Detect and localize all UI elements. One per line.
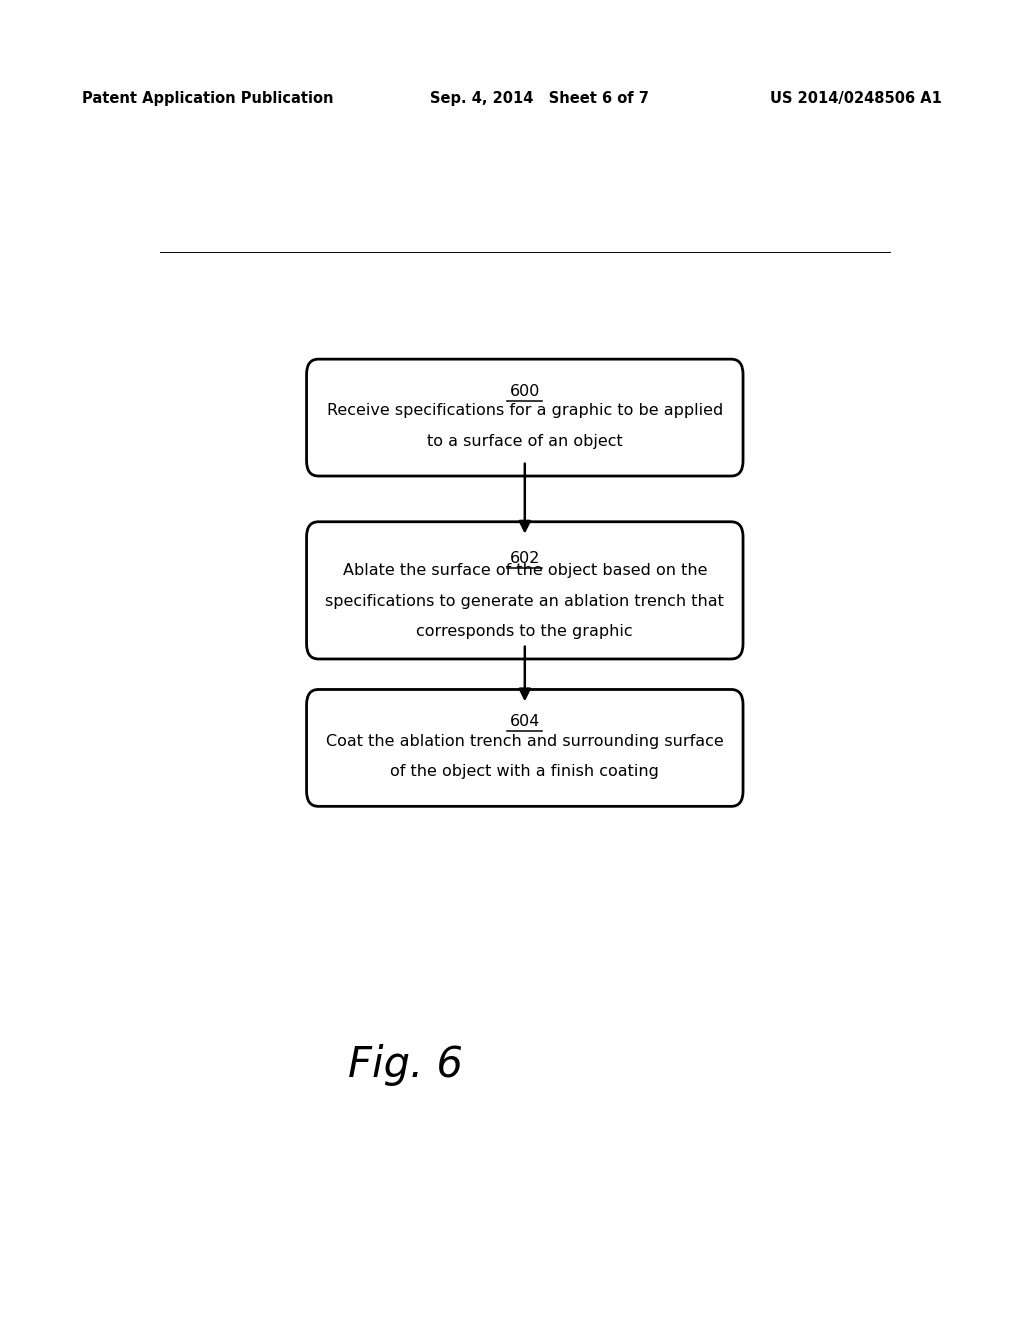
Text: specifications to generate an ablation trench that: specifications to generate an ablation t… — [326, 594, 724, 609]
Text: US 2014/0248506 A1: US 2014/0248506 A1 — [770, 91, 942, 106]
Text: Fig. 6: Fig. 6 — [348, 1044, 463, 1086]
Text: 604: 604 — [510, 714, 540, 730]
Text: 602: 602 — [510, 550, 540, 566]
Text: corresponds to the graphic: corresponds to the graphic — [417, 624, 633, 639]
Text: Coat the ablation trench and surrounding surface: Coat the ablation trench and surrounding… — [326, 734, 724, 748]
Text: Patent Application Publication: Patent Application Publication — [82, 91, 334, 106]
Text: to a surface of an object: to a surface of an object — [427, 434, 623, 449]
Text: 600: 600 — [510, 384, 540, 399]
FancyBboxPatch shape — [306, 359, 743, 477]
FancyBboxPatch shape — [306, 689, 743, 807]
FancyBboxPatch shape — [306, 521, 743, 659]
Text: Sep. 4, 2014   Sheet 6 of 7: Sep. 4, 2014 Sheet 6 of 7 — [430, 91, 649, 106]
Text: of the object with a finish coating: of the object with a finish coating — [390, 764, 659, 779]
Text: Ablate the surface of the object based on the: Ablate the surface of the object based o… — [343, 564, 707, 578]
Text: Receive specifications for a graphic to be applied: Receive specifications for a graphic to … — [327, 404, 723, 418]
